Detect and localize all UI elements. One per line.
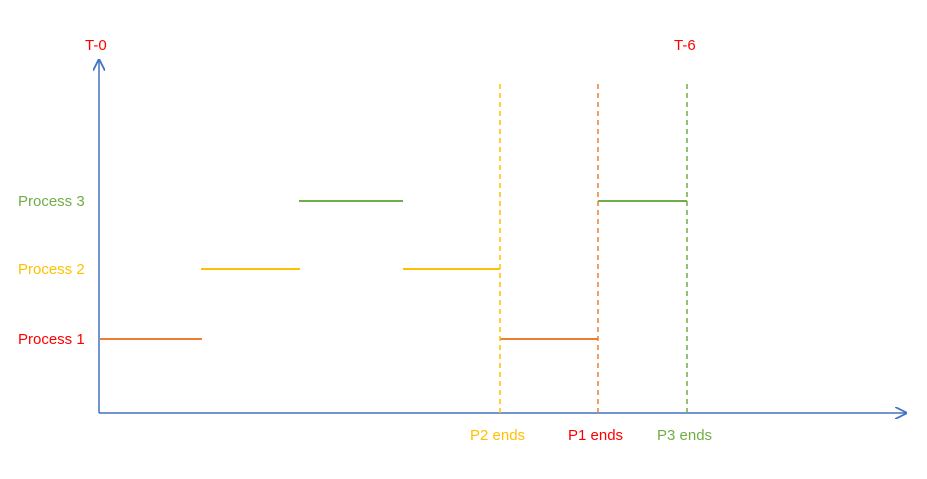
p2-ends-label: P2 ends <box>470 427 525 444</box>
t0-label: T-0 <box>85 37 107 54</box>
p1-ends-label: P1 ends <box>568 427 623 444</box>
t6-label: T-6 <box>674 37 696 54</box>
process-1-label: Process 1 <box>18 331 85 348</box>
process-3-label: Process 3 <box>18 193 85 210</box>
process-2-label: Process 2 <box>18 261 85 278</box>
p3-ends-label: P3 ends <box>657 427 712 444</box>
